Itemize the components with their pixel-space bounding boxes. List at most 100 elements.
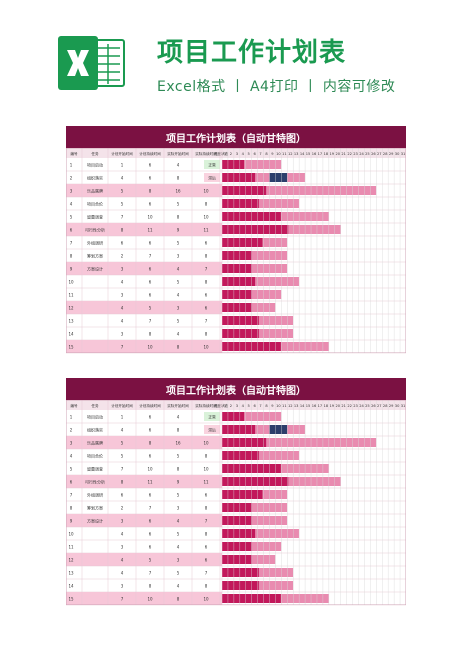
- cell-id: 8: [70, 506, 73, 511]
- cell-value: 4: [177, 415, 180, 420]
- cell-value: 4: [177, 163, 180, 168]
- plan-bar: [222, 342, 281, 351]
- plan-bar: [222, 251, 252, 260]
- day-number: 13: [294, 404, 299, 408]
- table-row: 14 3 8 4 8: [66, 329, 406, 341]
- day-number: 1: [224, 152, 226, 156]
- cell-value: 11: [203, 228, 209, 233]
- actual-bar: [222, 503, 288, 512]
- cell-value: 8: [177, 467, 180, 472]
- cell-value: 6: [121, 493, 124, 498]
- cell-value: 5: [121, 454, 124, 459]
- table-row: 10 4 6 5 8: [66, 277, 406, 289]
- cell-value: 4: [121, 176, 124, 181]
- plan-bar: [222, 329, 259, 338]
- status-text: 滞后: [208, 428, 216, 433]
- cell-value: 6: [121, 241, 124, 246]
- cell-id: 6: [70, 228, 73, 233]
- plan-bar: [222, 581, 259, 590]
- day-number: 2: [230, 152, 232, 156]
- status-text: 正常: [208, 163, 216, 168]
- day-number: 28: [383, 404, 388, 408]
- plan-bar: [222, 542, 252, 551]
- table-border: [66, 148, 406, 353]
- cell-value: 3: [121, 519, 124, 524]
- cell-value: 2: [121, 506, 124, 511]
- day-number: 29: [389, 152, 394, 156]
- cell-value: 6: [205, 493, 208, 498]
- column-header: 编号: [70, 403, 78, 408]
- cell-value: 10: [147, 467, 153, 472]
- cell-value: 8: [149, 584, 152, 589]
- cell-value: 可行性分析: [85, 479, 105, 485]
- day-number: 9: [271, 404, 274, 408]
- row-highlight: [66, 553, 222, 566]
- cell-value: 组织落实: [87, 427, 103, 433]
- cell-id: 1: [70, 415, 73, 420]
- cell-value: 7: [121, 597, 124, 602]
- sheet-title: 项目工作计划表（自动甘特图）: [66, 126, 406, 148]
- day-number: 3: [236, 404, 238, 408]
- table-row: 14 3 8 4 8: [66, 581, 406, 593]
- day-number: 28: [383, 152, 388, 156]
- day-number: 17: [318, 152, 323, 156]
- day-number: 16: [312, 152, 317, 156]
- cell-id: 2: [70, 428, 73, 433]
- cell-value: 3: [121, 545, 124, 550]
- row-highlight: [66, 475, 222, 488]
- cell-value: 11: [147, 480, 153, 485]
- day-number: 14: [300, 404, 305, 408]
- day-number: 5: [248, 152, 250, 156]
- status-badge: [204, 160, 220, 169]
- day-number: 8: [265, 404, 268, 408]
- plan-bar: [222, 186, 267, 195]
- cell-value: 8: [177, 215, 180, 220]
- day-number: 3: [236, 152, 238, 156]
- cell-value: 10: [203, 189, 209, 194]
- cell-value: 8: [205, 254, 208, 259]
- day-number: 4: [242, 152, 245, 156]
- table-row: 5 留蕾调查 7 10 8 10: [66, 464, 406, 476]
- cell-value: 1: [121, 415, 124, 420]
- cell-value: 6: [149, 267, 152, 272]
- table-row: 4 项目合伦 5 6 5 8: [66, 199, 406, 211]
- cell-value: 8: [177, 597, 180, 602]
- row-highlight: [66, 184, 222, 197]
- cell-value: 3: [121, 293, 124, 298]
- cell-value: 乐品属牌: [87, 188, 103, 194]
- plan-bar: [222, 529, 256, 538]
- status-text: 正常: [208, 415, 216, 420]
- cell-value: 8: [205, 532, 208, 537]
- cell-value: 4: [121, 280, 124, 285]
- day-number: 26: [371, 152, 376, 156]
- cell-value: 6: [149, 163, 152, 168]
- plan-bar: [222, 199, 259, 208]
- cell-value: 项目合伦: [87, 201, 103, 207]
- column-header: 计划持续时间: [139, 151, 161, 156]
- day-number: 6: [253, 404, 256, 408]
- day-number: 18: [324, 152, 329, 156]
- cell-value: 7: [149, 506, 152, 511]
- cell-id: 11: [68, 545, 74, 550]
- day-number: 20: [335, 404, 340, 408]
- table-row: 13 4 7 5 7: [66, 316, 406, 328]
- column-header: 实际持续时间: [195, 403, 217, 408]
- actual-bar: [222, 199, 300, 208]
- cell-value: 8: [205, 332, 208, 337]
- cell-value: 6: [149, 545, 152, 550]
- table-row: 9 方案设计 3 6 4 7: [66, 514, 406, 528]
- cell-value: 4: [177, 332, 180, 337]
- cell-value: 7: [121, 215, 124, 220]
- table-row: 2组织落实4686滞后: [66, 173, 406, 185]
- day-number: 19: [330, 404, 335, 408]
- column-header: 任务: [91, 403, 99, 408]
- cell-value: 6: [205, 241, 208, 246]
- day-number: 24: [359, 152, 364, 156]
- cell-value: 10: [203, 215, 209, 220]
- cell-value: 8: [121, 228, 124, 233]
- table-row: 2组织落实4686滞后: [66, 425, 406, 437]
- day-number: 23: [353, 152, 358, 156]
- cell-value: 10: [147, 215, 153, 220]
- column-header: 编号: [70, 151, 78, 156]
- cell-value: 8: [177, 428, 180, 433]
